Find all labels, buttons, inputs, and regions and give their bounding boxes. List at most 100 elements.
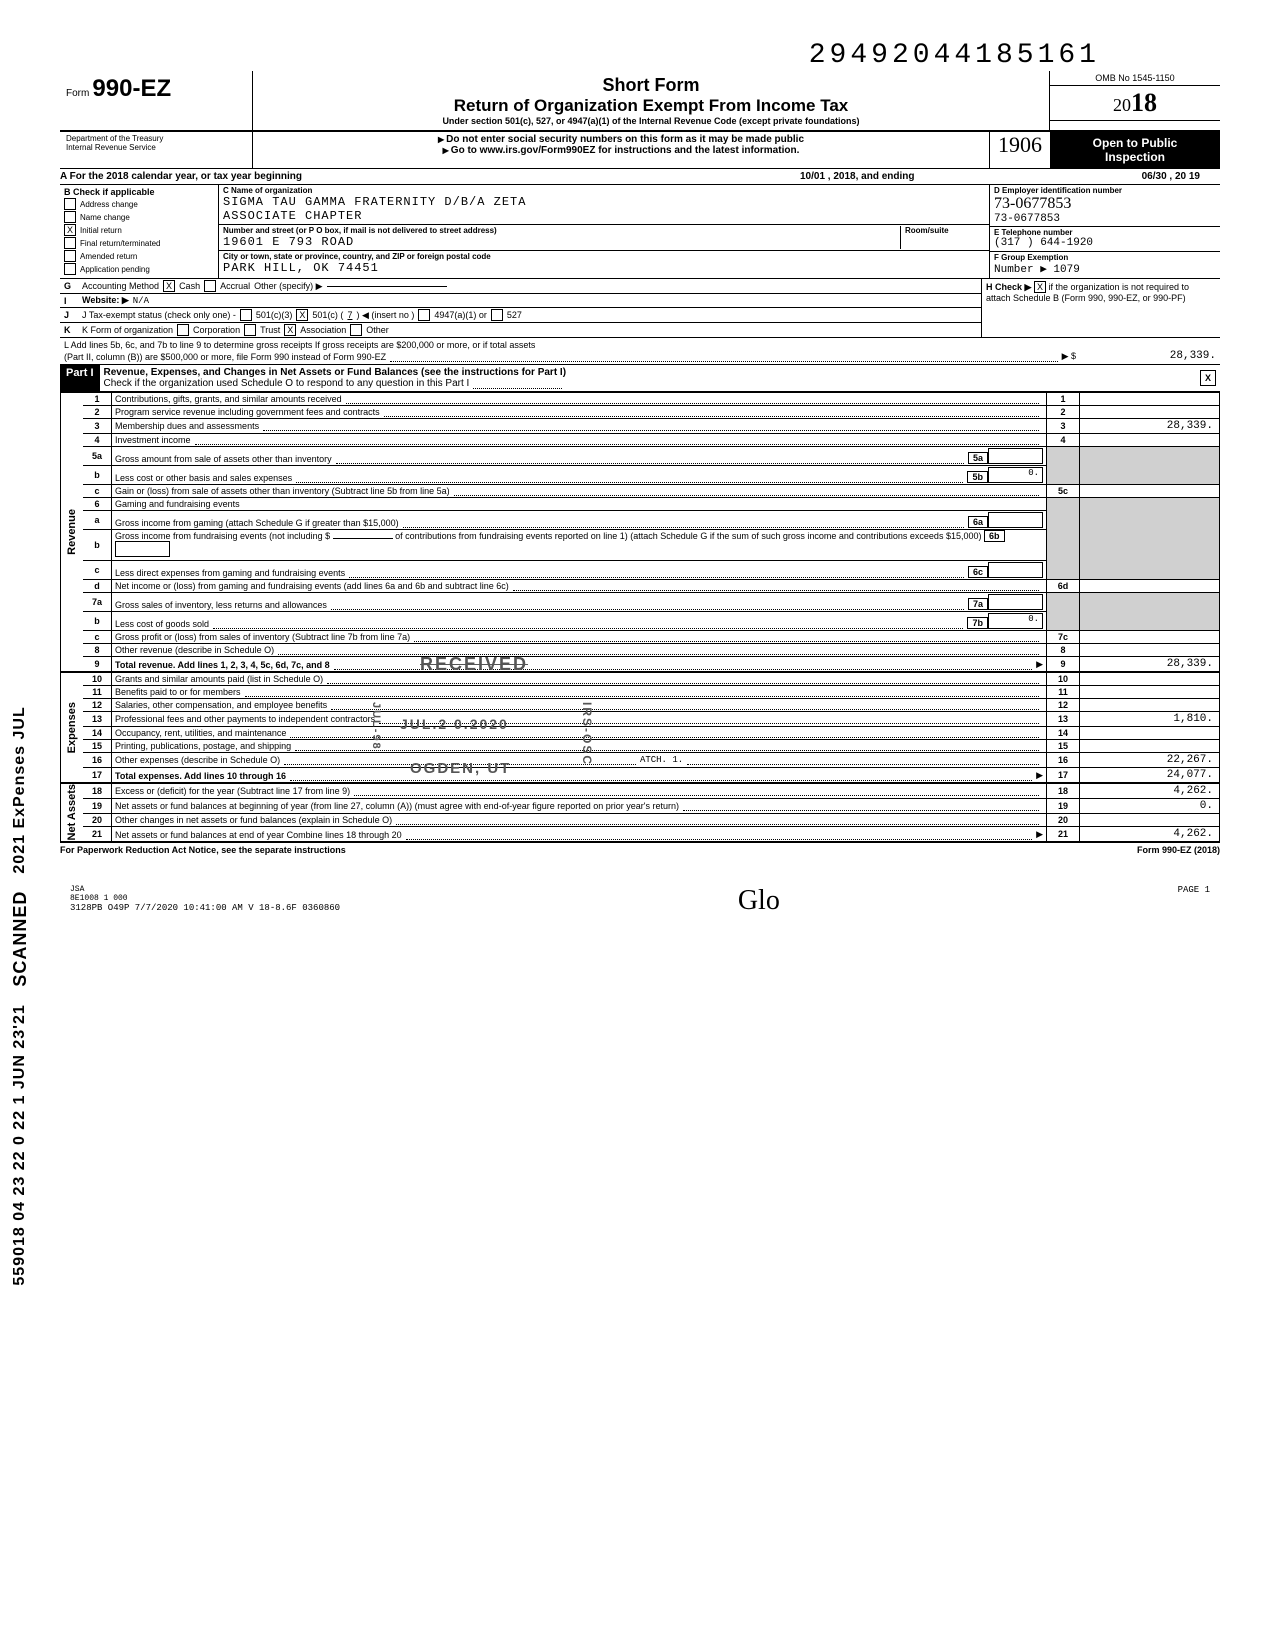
netassets-section: Net Assets 18Excess or (deficit) for the… (60, 783, 1220, 842)
revenue-label: Revenue (66, 509, 78, 555)
cb-4947[interactable] (418, 309, 430, 321)
cb-trust[interactable] (244, 324, 256, 336)
lbl-corporation: Corporation (193, 325, 240, 335)
cb-schedule-o[interactable]: X (1200, 370, 1216, 386)
margin-stamp-a: 559018 04 23 22 0 22 1 JUN 23'21 (11, 1004, 29, 1285)
lbl-other-method: Other (specify) ▶ (254, 281, 322, 292)
line-5b-desc: Less cost or other basis and sales expen… (115, 473, 292, 483)
line-13-amt: 1,810. (1080, 712, 1220, 727)
line-9-desc: Total revenue. Add lines 1, 2, 3, 4, 5c,… (115, 660, 330, 670)
lbl-501c3: 501(c)(3) (256, 310, 293, 320)
line-6b-mid (115, 541, 170, 557)
ssn-warning: Do not enter social security numbers on … (255, 134, 987, 145)
line-19-desc: Net assets or fund balances at beginning… (115, 801, 679, 811)
line-a-mid: 10/01 , 2018, and ending (800, 171, 1020, 182)
cb-name-change[interactable] (64, 211, 76, 223)
ein-handwritten: 73-0677853 (994, 195, 1216, 213)
group-exempt-value: Number ▶ 1079 (994, 262, 1216, 276)
lbl-4947: 4947(a)(1) or (434, 310, 487, 320)
lbl-name-change: Name change (80, 213, 130, 222)
row-k: KK Form of organization Corporation Trus… (60, 323, 981, 338)
bottom-meta: JSA 8E1008 1 000 3128PB O49P 7/7/2020 10… (60, 885, 1220, 917)
line-5a-desc: Gross amount from sale of assets other t… (115, 454, 332, 464)
line-10-amt (1080, 673, 1220, 686)
tracking-number: 29492044185161 (60, 40, 1220, 71)
line-21-desc: Net assets or fund balances at end of ye… (115, 830, 402, 840)
line-6c-mid (988, 562, 1043, 578)
return-title: Return of Organization Exempt From Incom… (263, 96, 1039, 116)
part-1-tag: Part I (60, 365, 100, 391)
cb-cash[interactable]: X (163, 280, 175, 292)
dept-irs: Internal Revenue Service (66, 143, 246, 152)
other-method-blank[interactable] (327, 286, 447, 287)
short-form-label: Short Form (263, 75, 1039, 96)
cb-address-change[interactable] (64, 198, 76, 210)
cb-other-org[interactable] (350, 324, 362, 336)
line-6b-desc-1: Gross income from fundraising events (no… (115, 531, 330, 541)
line-12-desc: Salaries, other compensation, and employ… (115, 700, 327, 710)
margin-stamp-scanned: SCANNED (10, 891, 31, 987)
cb-association[interactable]: X (284, 324, 296, 336)
line-18-amt: 4,262. (1080, 784, 1220, 799)
cb-application-pending[interactable] (64, 263, 76, 275)
line-20-amt (1080, 814, 1220, 827)
cb-accrual[interactable] (204, 280, 216, 292)
cb-501c[interactable]: X (296, 309, 308, 321)
lbl-cash: Cash (179, 281, 200, 291)
cb-amended-return[interactable] (64, 250, 76, 262)
handwritten-1906: 1906 (990, 132, 1050, 168)
lbl-amended-return: Amended return (80, 252, 137, 261)
cb-501c3[interactable] (240, 309, 252, 321)
org-name-2: ASSOCIATE CHAPTER (223, 209, 985, 223)
dept-row: Department of the Treasury Internal Reve… (60, 132, 1220, 169)
line-7a-desc: Gross sales of inventory, less returns a… (115, 600, 327, 610)
line-11-amt (1080, 686, 1220, 699)
col-b: B Check if applicable Address change Nam… (60, 185, 219, 278)
addr-label: Number and street (or P O box, if mail i… (223, 226, 900, 235)
lbl-trust: Trust (260, 325, 280, 335)
line-1-desc: Contributions, gifts, grants, and simila… (115, 394, 342, 404)
line-16-desc: Other expenses (describe in Schedule O) (115, 755, 280, 765)
line-a: A For the 2018 calendar year, or tax yea… (60, 169, 1220, 185)
margin-stamp-b: 2021 ExPenses JUL (11, 706, 29, 873)
cb-527[interactable] (491, 309, 503, 321)
line-5a-mid (988, 448, 1043, 464)
lbl-insert-no: ) ◀ (insert no ) (356, 310, 414, 321)
cb-schedule-b[interactable]: X (1034, 281, 1046, 293)
cb-final-return[interactable] (64, 237, 76, 249)
room-label: Room/suite (905, 226, 985, 235)
line-3-amt: 28,339. (1080, 419, 1220, 434)
line-5c-desc: Gain or (loss) from sale of assets other… (115, 486, 450, 496)
revenue-table: 1Contributions, gifts, grants, and simil… (83, 392, 1220, 672)
footer: For Paperwork Reduction Act Notice, see … (60, 842, 1220, 855)
expenses-label: Expenses (66, 702, 78, 753)
line-17-desc: Total expenses. Add lines 10 through 16 (115, 771, 286, 781)
lbl-501c: 501(c) ( (312, 310, 343, 320)
org-name-1: SIGMA TAU GAMMA FRATERNITY D/B/A ZETA (223, 195, 985, 209)
street-address: 19601 E 793 ROAD (223, 235, 900, 249)
line-6a-mid (988, 512, 1043, 528)
line-16-amt: 22,267. (1080, 753, 1220, 768)
row-j-label: J Tax-exempt status (check only one) - (82, 310, 236, 320)
name-label: C Name of organization (223, 186, 985, 195)
lbl-final-return: Final return/terminated (80, 239, 160, 248)
netassets-table: 18Excess or (deficit) for the year (Subt… (83, 783, 1220, 842)
jsa-label: JSA (70, 885, 340, 894)
line-5b-mid: 0. (988, 467, 1043, 483)
jsa-code: 8E1008 1 000 (70, 894, 340, 903)
line-16-atch: ATCH. 1. (640, 755, 683, 765)
cb-corporation[interactable] (177, 324, 189, 336)
line-7c-amt (1080, 631, 1220, 644)
line-9-amt: 28,339. (1080, 657, 1220, 672)
website-value: N/A (133, 296, 149, 306)
row-h-label: H Check ▶ (986, 282, 1031, 292)
row-h: H Check ▶ X if the organization is not r… (981, 279, 1220, 338)
line-5c-amt (1080, 485, 1220, 498)
open-public-1: Open to Public (1052, 136, 1218, 150)
line-14-amt (1080, 727, 1220, 740)
form-prefix: Form (66, 88, 89, 99)
signature: Glo (738, 885, 780, 917)
line-6c-desc: Less direct expenses from gaming and fun… (115, 568, 345, 578)
cb-initial-return[interactable]: X (64, 224, 76, 236)
ein-value: 73-0677853 (994, 213, 1216, 225)
